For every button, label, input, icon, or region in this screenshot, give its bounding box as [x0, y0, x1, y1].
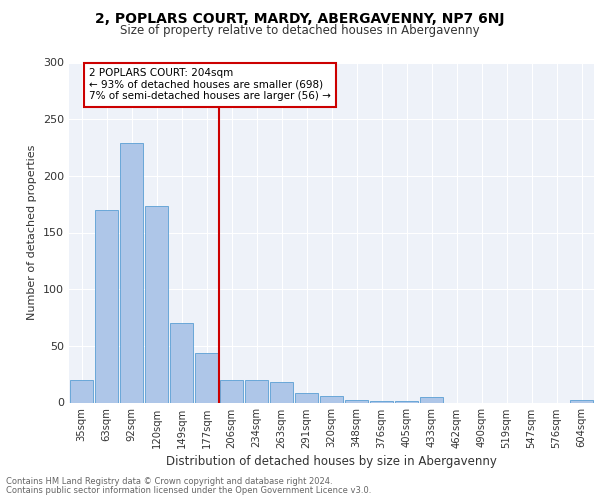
- Bar: [245, 380, 268, 402]
- Bar: [295, 394, 318, 402]
- Text: Contains HM Land Registry data © Crown copyright and database right 2024.: Contains HM Land Registry data © Crown c…: [6, 477, 332, 486]
- Bar: [420, 397, 443, 402]
- X-axis label: Distribution of detached houses by size in Abergavenny: Distribution of detached houses by size …: [166, 454, 497, 468]
- Text: 2, POPLARS COURT, MARDY, ABERGAVENNY, NP7 6NJ: 2, POPLARS COURT, MARDY, ABERGAVENNY, NP…: [95, 12, 505, 26]
- Bar: [95, 210, 118, 402]
- Bar: [70, 380, 93, 402]
- Bar: [220, 380, 243, 402]
- Bar: [570, 400, 593, 402]
- Bar: [345, 400, 368, 402]
- Bar: [170, 323, 193, 402]
- Bar: [195, 352, 218, 403]
- Bar: [320, 396, 343, 402]
- Text: Size of property relative to detached houses in Abergavenny: Size of property relative to detached ho…: [120, 24, 480, 37]
- Text: Contains public sector information licensed under the Open Government Licence v3: Contains public sector information licen…: [6, 486, 371, 495]
- Y-axis label: Number of detached properties: Number of detached properties: [28, 145, 37, 320]
- Bar: [145, 206, 168, 402]
- Bar: [120, 143, 143, 403]
- Bar: [270, 382, 293, 402]
- Text: 2 POPLARS COURT: 204sqm
← 93% of detached houses are smaller (698)
7% of semi-de: 2 POPLARS COURT: 204sqm ← 93% of detache…: [89, 68, 331, 102]
